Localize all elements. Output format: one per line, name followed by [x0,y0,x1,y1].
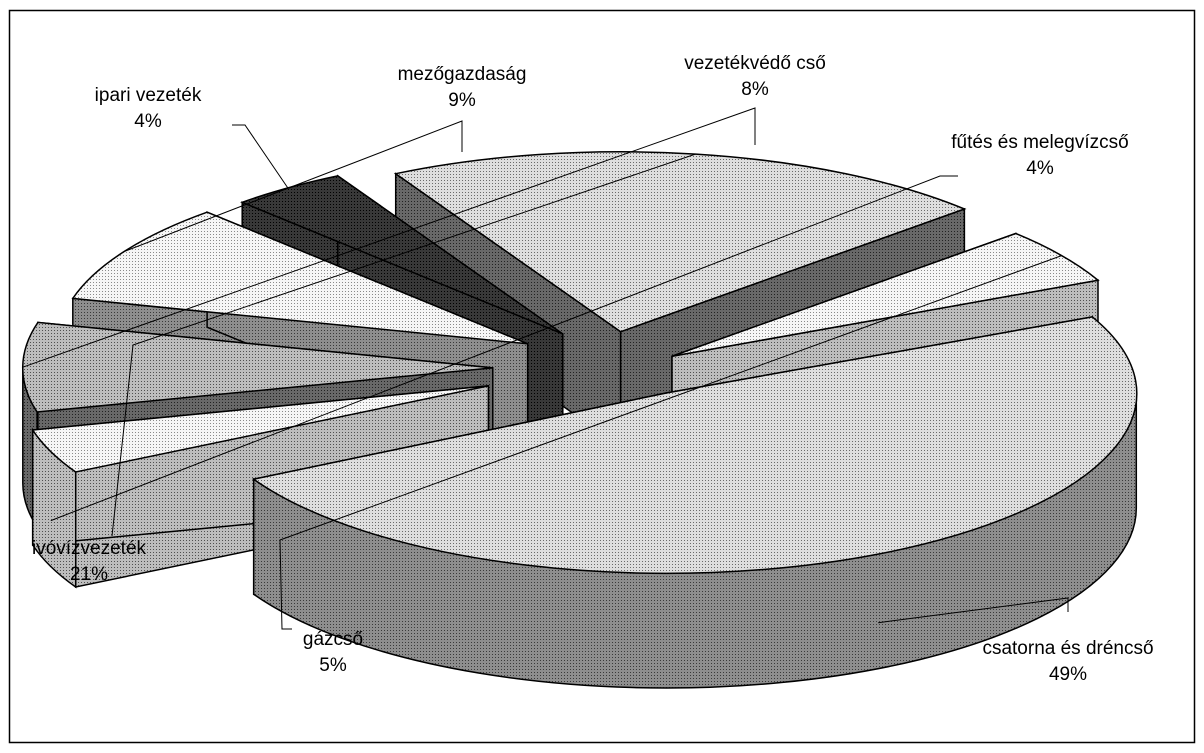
leader-line [50,175,958,522]
slice-value-label: 5% [319,655,347,676]
pie-slice-top [251,316,1138,575]
slice-label: csatorna és dréncső [982,638,1153,659]
slice-value-label: 21% [70,564,108,585]
leader-line [279,255,1062,630]
slice-label: ivóvízvezeték [32,538,147,559]
slice-label: fűtés és melegvízcső [951,132,1128,153]
pie-slice-top [31,385,489,473]
slice-value-label: 4% [1026,158,1054,179]
slice-label: gázcső [303,629,363,650]
slice-label: mezőgazdaság [398,64,527,85]
leader-line [232,124,289,189]
leader-line [111,153,696,537]
slice-value-label: 9% [448,90,476,111]
pie-slice-0 [251,316,1138,689]
slice-value-label: 8% [741,79,769,100]
slice-value-label: 4% [134,111,162,132]
slice-value-label: 49% [1049,664,1087,685]
pie-slice-top [21,321,493,413]
leader-line [22,107,756,368]
slice-label: vezetékvédő cső [684,53,826,74]
leader-line [878,597,1069,624]
leader-line [123,120,463,253]
slice-label: ipari vezeték [95,85,202,106]
